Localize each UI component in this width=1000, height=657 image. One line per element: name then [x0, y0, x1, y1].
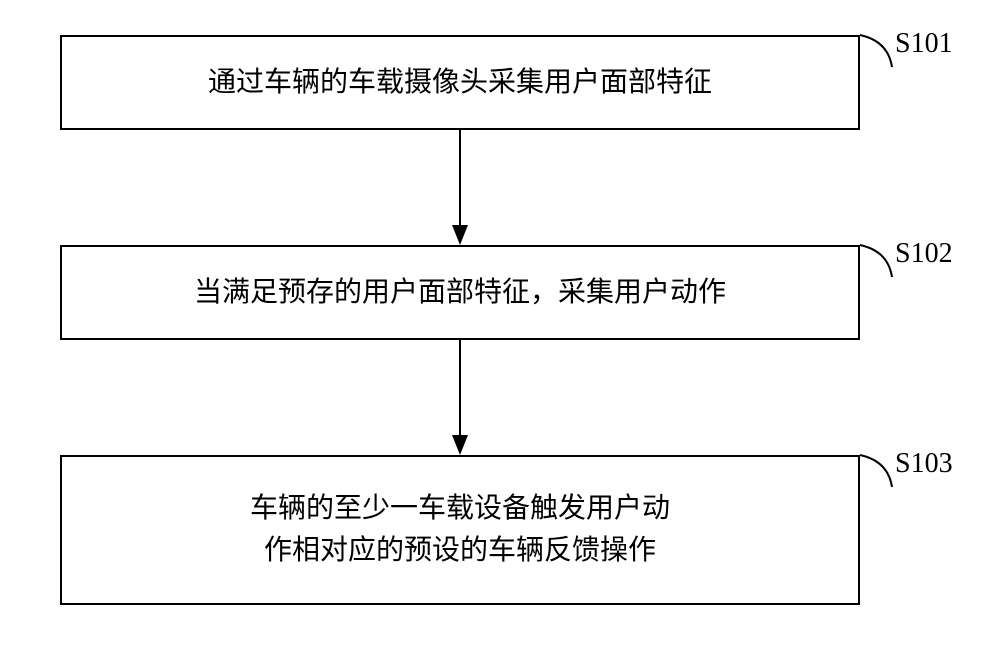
step-label-s102: S102	[895, 238, 953, 270]
flowchart-canvas: 通过车辆的车载摄像头采集用户面部特征 S101 当满足预存的用户面部特征，采集用…	[0, 0, 1000, 657]
flow-node-text-line2: 作相对应的预设的车辆反馈操作	[250, 530, 670, 572]
flow-node-s102: 当满足预存的用户面部特征，采集用户动作	[60, 245, 860, 340]
flow-node-text-line1: 车辆的至少一车载设备触发用户动	[250, 488, 670, 530]
flow-node-text: 当满足预存的用户面部特征，采集用户动作	[194, 272, 726, 314]
flow-node-s101: 通过车辆的车载摄像头采集用户面部特征	[60, 35, 860, 130]
flow-node-s103: 车辆的至少一车载设备触发用户动 作相对应的预设的车辆反馈操作	[60, 455, 860, 605]
label-connector-s102	[858, 243, 898, 283]
step-label-s101: S101	[895, 28, 953, 60]
flow-node-text-wrap: 车辆的至少一车载设备触发用户动 作相对应的预设的车辆反馈操作	[250, 488, 670, 572]
arrow-s102-s103	[452, 340, 468, 455]
step-label-s103: S103	[895, 448, 953, 480]
label-connector-s101	[858, 33, 898, 73]
arrow-s101-s102	[452, 130, 468, 245]
label-connector-s103	[858, 453, 898, 493]
flow-node-text: 通过车辆的车载摄像头采集用户面部特征	[208, 62, 712, 104]
